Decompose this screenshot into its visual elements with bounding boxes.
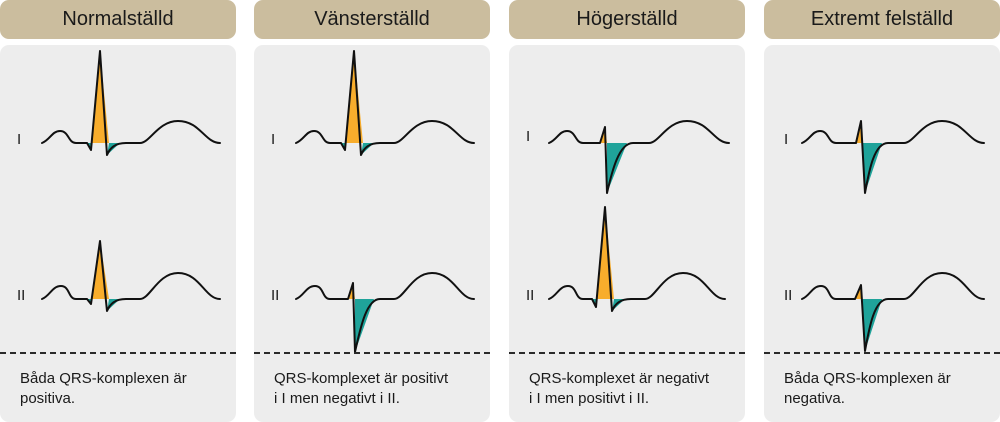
lead-label-1: I: [784, 131, 789, 148]
caption-line: positiva.: [20, 390, 76, 407]
panel-header: Vänsterställd: [254, 0, 490, 39]
caption-line: QRS-komplexet är positivt: [274, 370, 449, 387]
caption-line: Båda QRS-komplexen är: [784, 370, 951, 387]
lead-label-1: I: [17, 131, 22, 148]
ecg-trace: [295, 50, 475, 156]
ecg-trace: [41, 240, 221, 312]
ecg-figure: [548, 120, 730, 312]
panel-header: Högerställd: [509, 0, 745, 39]
qrs-negative-deflection: [612, 299, 625, 311]
ecg-figure: [41, 50, 221, 312]
ecg-trace: [295, 272, 475, 353]
divider: [509, 352, 745, 354]
panel-right-axis: Högerställd I II QRS-komplexet är negati…: [509, 0, 745, 422]
qrs-negative-deflection: [107, 143, 120, 155]
lead-label-2: II: [784, 287, 793, 304]
ecg-trace-lead-1: [801, 120, 985, 194]
ecg-trace-lead-2: [548, 206, 726, 312]
qrs-negative-deflection: [361, 143, 374, 155]
ecg-trace: [548, 206, 726, 312]
ecg-figure: [801, 120, 985, 352]
panel-caption: Båda QRS-komplexen är positiva.: [20, 369, 220, 409]
ecg-trace-lead-1: [548, 120, 730, 194]
ecg-trace: [41, 50, 221, 156]
panel-title: Vänsterställd: [314, 8, 430, 30]
panel-body: [509, 45, 745, 422]
caption-line: negativa.: [784, 390, 845, 407]
ecg-figure: [295, 50, 475, 353]
panel-title: Normalställd: [62, 8, 174, 30]
panel-body: [764, 45, 1000, 422]
caption-line: QRS-komplexet är negativt: [529, 370, 710, 387]
caption-line: Båda QRS-komplexen är: [20, 370, 187, 387]
divider: [0, 352, 236, 354]
panel-title: Extremt felställd: [810, 8, 954, 30]
ecg-trace-lead-1: [295, 50, 475, 156]
ecg-trace: [801, 120, 985, 194]
lead-label-1: I: [526, 128, 531, 145]
lead-label-2: II: [526, 287, 535, 304]
ecg-trace-lead-2: [41, 240, 221, 312]
lead-label-1: I: [271, 131, 276, 148]
qrs-negative-deflection: [355, 299, 374, 352]
panel-extreme-axis: Extremt felställd I II Båda QRS-komplexe…: [764, 0, 1000, 422]
panel-body: [0, 45, 236, 422]
lead-label-2: II: [17, 287, 26, 304]
caption-line: i I men positivt i II.: [529, 390, 650, 407]
divider: [764, 352, 1000, 354]
panel-header: Normalställd: [0, 0, 236, 39]
panel-body: [254, 45, 490, 422]
panel-normal: Normalställd I II Båda QRS-komplexen är …: [0, 0, 236, 422]
lead-label-2: II: [271, 287, 280, 304]
ecg-trace: [801, 272, 985, 352]
caption-line: i I men negativt i II.: [274, 390, 400, 407]
panel-left-axis: Vänsterställd I II QRS-komplexet är posi…: [254, 0, 490, 422]
ecg-trace-lead-2: [295, 272, 475, 353]
ecg-trace-lead-1: [41, 50, 221, 156]
panel-title: Högerställd: [576, 8, 678, 30]
ecg-trace-lead-2: [801, 272, 985, 352]
divider: [254, 352, 490, 354]
panel-caption: Båda QRS-komplexen är negativa.: [784, 369, 984, 409]
panel-caption: QRS-komplexet är negativt i I men positi…: [529, 369, 729, 409]
panel-header: Extremt felställd: [764, 0, 1000, 39]
ecg-trace: [548, 120, 730, 194]
qrs-negative-deflection: [107, 299, 120, 311]
qrs-negative-deflection: [607, 143, 627, 193]
panel-caption: QRS-komplexet är positivt i I men negati…: [274, 369, 474, 409]
